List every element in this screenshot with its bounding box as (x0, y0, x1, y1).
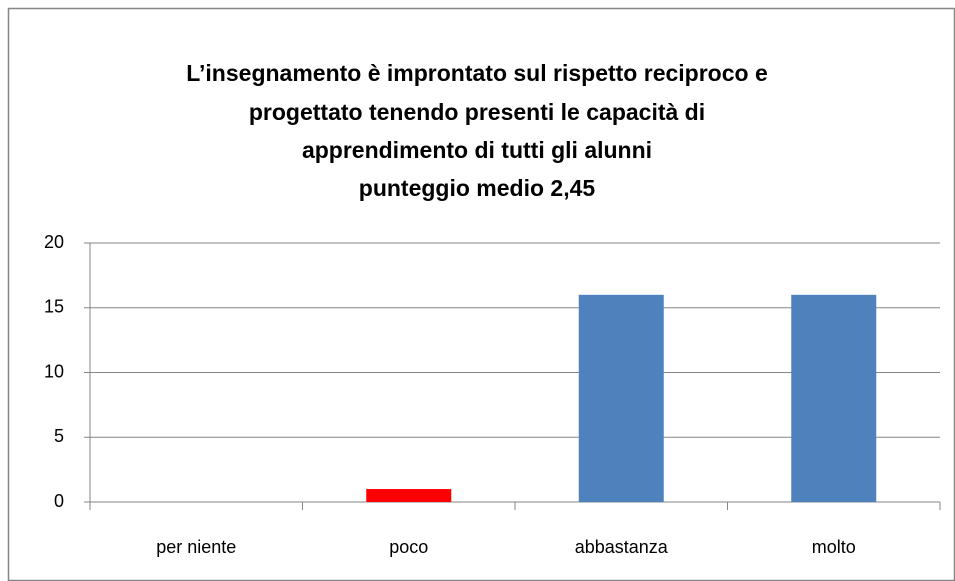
chart-title: progettato tenendo presenti le capacità … (249, 99, 705, 125)
y-tick-label: 15 (44, 297, 64, 317)
chart-title: punteggio medio 2,45 (359, 175, 596, 201)
bar (791, 294, 877, 502)
x-tick-label: abbastanza (575, 537, 669, 557)
y-tick-label: 10 (44, 361, 64, 381)
bar (366, 489, 452, 502)
x-tick-label: poco (389, 537, 428, 557)
chart-title: apprendimento di tutti gli alunni (302, 137, 652, 163)
x-tick-label: per niente (156, 537, 236, 557)
bar (578, 294, 664, 502)
y-tick-label: 0 (54, 491, 64, 511)
chart-title: L’insegnamento è improntato sul rispetto… (186, 60, 768, 86)
y-tick-label: 20 (44, 232, 64, 252)
x-tick-label: molto (812, 537, 856, 557)
y-tick-label: 5 (54, 426, 64, 446)
